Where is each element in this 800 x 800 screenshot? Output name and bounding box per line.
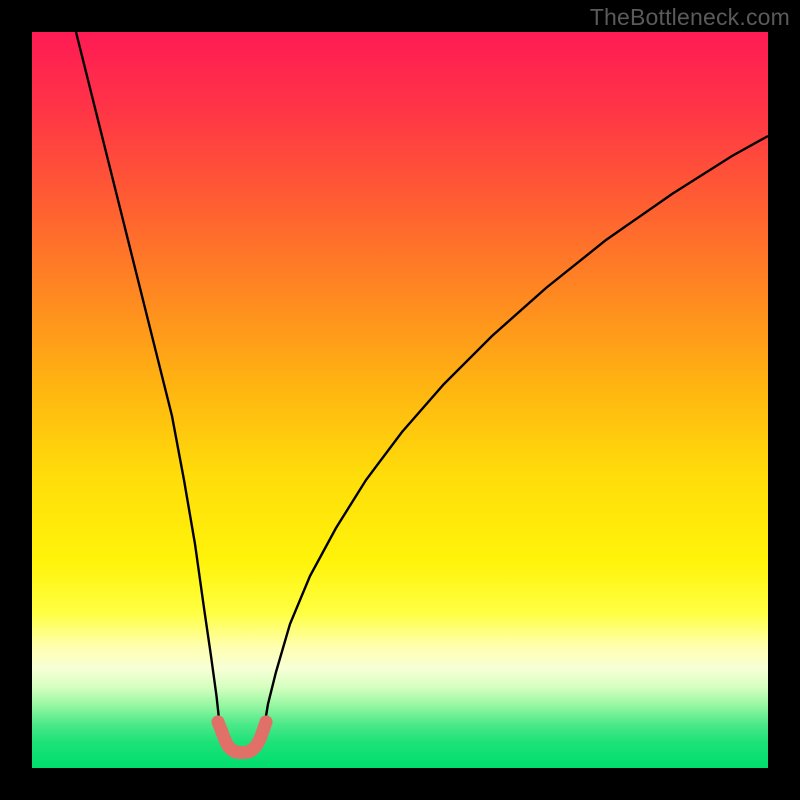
marker-cluster [212, 716, 273, 760]
marker-dot [260, 716, 273, 729]
watermark-text: TheBottleneck.com [590, 4, 790, 31]
outer-frame: TheBottleneck.com [0, 0, 800, 800]
curve-right [264, 136, 768, 728]
curve-left [76, 32, 220, 728]
chart-svg [32, 32, 768, 768]
plot-area [32, 32, 768, 768]
